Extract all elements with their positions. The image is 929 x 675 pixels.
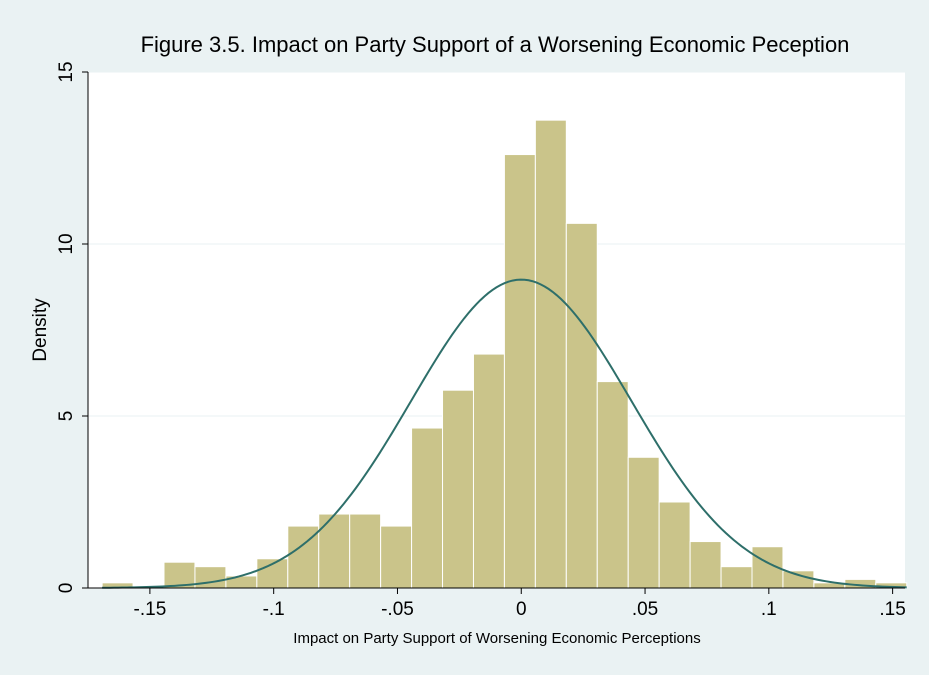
histogram-bar bbox=[472, 353, 505, 589]
y-tick-label: 0 bbox=[56, 583, 77, 594]
x-axis-ticks: -.15 -.1 -.05 0 .05 .1 .15 bbox=[134, 588, 906, 620]
normal-density-curve bbox=[102, 278, 907, 589]
histogram-bar bbox=[534, 119, 567, 589]
x-tick-label: .05 bbox=[632, 599, 658, 620]
histogram-bar bbox=[411, 427, 444, 589]
histogram-bar bbox=[782, 570, 815, 589]
x-tick-label: 0 bbox=[516, 599, 527, 620]
histogram-bar bbox=[503, 154, 536, 589]
y-tick-label: 10 bbox=[56, 233, 77, 254]
y-axis-label: Density bbox=[30, 298, 51, 362]
x-axis-label: Impact on Party Support of Worsening Eco… bbox=[293, 630, 700, 647]
histogram-bars bbox=[101, 119, 908, 589]
x-tick-label: -.15 bbox=[134, 599, 167, 620]
histogram-bar bbox=[689, 541, 722, 589]
histogram-bar bbox=[658, 501, 691, 589]
chart-title: Figure 3.5. Impact on Party Support of a… bbox=[141, 32, 850, 57]
x-tick-label: -.05 bbox=[381, 599, 414, 620]
histogram-bar bbox=[720, 566, 753, 589]
histogram-bar bbox=[349, 513, 382, 589]
x-tick-label: .1 bbox=[761, 599, 777, 620]
histogram-bar bbox=[596, 381, 629, 589]
y-tick-label: 15 bbox=[56, 61, 77, 82]
x-tick-label: -.1 bbox=[263, 599, 285, 620]
y-tick-label: 5 bbox=[56, 411, 77, 422]
y-axis-ticks: 0 5 10 15 bbox=[56, 61, 88, 593]
histogram-bar bbox=[627, 456, 660, 589]
histogram-bar bbox=[380, 525, 413, 589]
histogram-bar bbox=[565, 222, 598, 589]
histogram-bar bbox=[194, 566, 227, 589]
x-tick-label: .15 bbox=[879, 599, 905, 620]
histogram-bar bbox=[442, 389, 474, 589]
